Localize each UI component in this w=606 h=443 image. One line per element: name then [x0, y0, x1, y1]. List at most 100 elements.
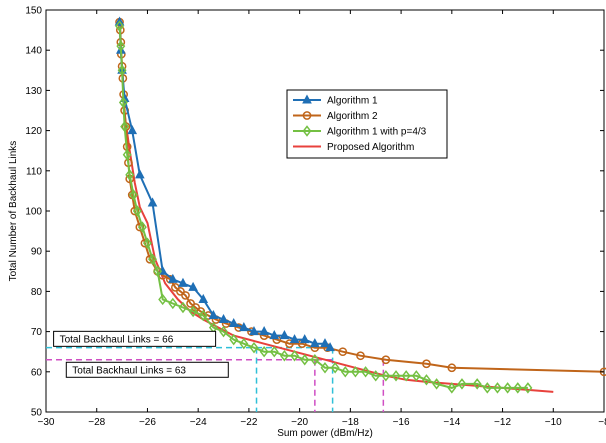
series-point-triangle	[302, 94, 312, 104]
x-tick-label: −14	[443, 417, 460, 428]
series-point-diamond	[188, 305, 198, 318]
series-point-triangle	[325, 342, 335, 352]
series-point-circle	[302, 111, 312, 120]
series-point-diamond	[168, 297, 178, 310]
series-point-circle	[135, 222, 145, 232]
series-proposed-algorithm	[118, 22, 554, 393]
series-point-triangle	[259, 326, 269, 336]
series-point-diamond	[249, 341, 259, 354]
series-point-circle	[356, 351, 365, 361]
legend: Algorithm 1 Algorithm 2 Algorithm 1 with p…	[286, 89, 448, 159]
plot-border	[45, 9, 605, 413]
series-point-triangle	[218, 313, 229, 324]
series-point-diamond	[523, 382, 533, 394]
y-tick-label: 70	[31, 327, 43, 338]
series-point-diamond	[198, 309, 208, 322]
series-point-circle	[285, 339, 294, 349]
series-point-diamond	[302, 125, 312, 137]
series-point-diamond	[401, 370, 411, 382]
series-algorithm-1-with-p-4-3	[115, 20, 533, 394]
y-tick-label: 50	[31, 408, 43, 419]
series-point-diamond	[115, 20, 125, 32]
series-point-triangle	[188, 281, 198, 291]
series-point-triangle	[147, 197, 158, 207]
y-tick-label: 100	[25, 207, 42, 218]
annotation-text: Total Backhaul Links = 63	[72, 365, 186, 376]
x-tick-label: −24	[190, 417, 207, 428]
x-tick-label: −12	[494, 417, 511, 428]
series-point-circle	[447, 363, 457, 373]
y-tick-label: 80	[31, 287, 43, 298]
series-point-diamond	[503, 382, 513, 394]
annotations: Total Backhaul Links = 66 Total Backhaul …	[53, 330, 229, 378]
y-tick-label: 90	[31, 247, 43, 258]
annotation-text: Total Backhaul Links = 66	[60, 334, 174, 345]
series-point-diamond	[129, 189, 138, 201]
series-point-diamond	[493, 382, 502, 394]
series-point-diamond	[259, 345, 269, 358]
series-point-diamond	[513, 382, 523, 394]
series-point-circle	[422, 359, 431, 369]
x-tick-label: −20	[291, 417, 308, 428]
series-point-diamond	[143, 237, 152, 249]
series-point-diamond	[239, 337, 249, 350]
series-point-diamond	[340, 366, 350, 378]
x-tick-label: −8	[598, 417, 606, 428]
series-point-circle	[381, 355, 391, 365]
series-line	[118, 22, 554, 393]
x-tick-label: −26	[139, 417, 156, 428]
legend-label: Algorithm 2	[327, 111, 378, 122]
series-line	[118, 26, 528, 389]
series-point-diamond	[381, 370, 391, 382]
y-tick-label: 110	[26, 166, 42, 177]
series-point-diamond	[482, 382, 492, 394]
series-point-diamond	[153, 265, 163, 278]
x-tick-label: −30	[38, 417, 55, 428]
series-point-diamond	[300, 354, 310, 366]
x-tick-label: −22	[240, 417, 257, 428]
legend-label: Algorithm 1 with p=4/3	[327, 127, 427, 138]
series-point-diamond	[411, 370, 421, 382]
series-point-triangle	[249, 326, 259, 336]
series-point-diamond	[320, 362, 330, 374]
series-point-diamond	[391, 370, 401, 382]
series-algorithm-1	[114, 16, 335, 352]
annotation-box	[53, 330, 217, 347]
series-point-triangle	[198, 293, 209, 303]
series-point-diamond	[118, 96, 128, 109]
series-point-diamond	[120, 120, 130, 133]
y-axis-label: Total Number of Backhaul Links	[8, 141, 19, 282]
series-point-circle	[130, 206, 140, 216]
series-point-triangle	[127, 125, 138, 135]
x-tick-label: −18	[342, 417, 359, 428]
x-axis-label: Sum power (dBm/Hz)	[277, 428, 373, 439]
series-point-triangle	[239, 322, 249, 332]
y-tick-label: 120	[25, 126, 42, 137]
y-tick-label: 60	[31, 367, 43, 378]
series-point-diamond	[457, 378, 467, 390]
legend-label: Proposed Algorithm	[327, 142, 414, 153]
series-point-diamond	[125, 169, 135, 181]
series-point-triangle	[228, 317, 239, 328]
series-point-triangle	[208, 309, 219, 320]
series-point-circle	[181, 291, 190, 300]
series-point-triangle	[135, 169, 145, 179]
series-point-triangle	[310, 338, 320, 348]
legend-label: Algorithm 1	[327, 96, 378, 107]
series-point-diamond	[350, 366, 360, 378]
series-point-diamond	[290, 349, 300, 362]
plot-frame	[45, 9, 605, 413]
y-tick-label: 140	[25, 46, 42, 57]
series-point-triangle	[178, 277, 188, 287]
series-point-diamond	[122, 148, 132, 161]
series-point-diamond	[310, 354, 320, 366]
series-point-diamond	[422, 374, 431, 386]
series-point-diamond	[148, 253, 157, 265]
series-point-triangle	[289, 334, 300, 344]
y-tick-label: 150	[25, 6, 42, 17]
series-point-triangle	[320, 338, 330, 348]
series-point-triangle	[269, 330, 280, 340]
series-point-diamond	[447, 382, 457, 394]
series-point-diamond	[432, 378, 442, 390]
